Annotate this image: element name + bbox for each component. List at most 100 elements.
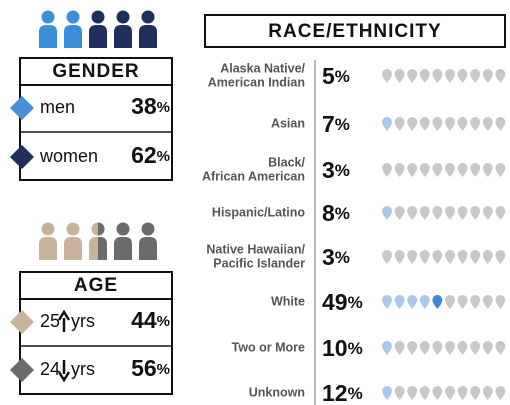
person-half [98,222,107,260]
drop-icon [382,250,392,264]
race-label: African American [202,169,305,183]
drop-icon [445,295,455,309]
drop-icon [495,341,506,355]
drop-icon [470,206,481,220]
drop-icon [482,69,493,83]
drop-icon [432,386,443,400]
percent-sign: % [157,313,170,330]
drop-icon [445,206,455,220]
drop-icon [495,250,506,264]
value: 10 [322,335,348,361]
drop-icon [419,295,430,309]
drop-icon [495,386,506,400]
drop-icon [470,295,481,309]
person-icon [89,10,107,48]
age-percent: 56% [131,355,170,381]
age-title: AGE [74,275,118,296]
drop-icon [457,250,468,264]
race-percent: 10% [322,335,363,361]
age-unit: yrs [71,359,95,379]
person-head [41,222,55,236]
drop-icon [382,69,392,83]
person-head [141,222,155,236]
value: 62 [131,142,157,168]
left-column: GENDER AGE [19,57,173,395]
percent-sign: % [157,148,170,165]
drop-icon [457,295,468,309]
person-icon [39,10,57,48]
drop-icon [394,250,405,264]
percent-sign: % [335,67,350,86]
drop-icon [470,69,481,83]
percent-sign: % [157,99,170,116]
drop-icon [394,206,405,220]
value: 38 [131,93,157,119]
person-body [64,237,82,260]
race-label: Two or More [232,340,305,354]
drop-icon [407,117,418,131]
drop-icon [419,341,430,355]
person-body [39,237,57,260]
drop-icon [394,295,405,309]
percent-sign: % [157,361,170,378]
person-head [66,10,80,24]
percent-sign: % [335,161,350,180]
drop-icon [394,341,405,355]
drop-icon [382,295,392,309]
drop-icon [432,341,443,355]
drop-icon [407,341,418,355]
arrow-icon [57,360,71,383]
drop-icon [432,206,443,220]
race-label: White [271,294,305,308]
drop-icon [407,206,418,220]
person-icon [64,222,82,260]
person-icon [139,10,157,48]
drop-icon [382,341,392,355]
gender-percent: 62% [131,142,170,168]
race-percent: 12% [322,380,363,405]
drop-icon [407,163,418,177]
drop-icon [432,295,443,309]
race-label: Native Hawaiian/ [206,242,305,256]
drop-icon [419,69,430,83]
race-title: RACE/ETHNICITY [268,21,441,42]
person-head [91,10,105,24]
drop-icon [419,117,430,131]
person-head [116,222,130,236]
drop-icon [482,117,493,131]
marker-diamond [10,310,34,334]
race-title-box [204,14,506,48]
percent-sign: % [335,248,350,267]
person-icon [114,10,132,48]
person-icon [64,10,82,48]
value: 44 [131,307,157,333]
race-label: Pacific Islander [213,256,305,270]
race-label: Black/ [268,155,305,169]
drop-icon [419,206,430,220]
drop-icon [445,341,455,355]
drop-icon [457,163,468,177]
marker-diamond [10,358,34,382]
drop-icon [407,386,418,400]
drop-icon [457,117,468,131]
drop-icon [445,163,455,177]
drop-icon [445,69,455,83]
value: 5 [322,63,335,89]
drop-icon [482,206,493,220]
drop-icon [432,250,443,264]
drop-icon [457,206,468,220]
marker-diamond [10,145,34,169]
race-label: Unknown [249,385,305,399]
value: 7 [322,111,335,137]
percent-sign: % [348,293,363,312]
drop-icon [495,295,506,309]
drop-icon [495,117,506,131]
value: 8 [322,200,335,226]
drop-icon [470,163,481,177]
drop-icon [432,69,443,83]
drop-icon [394,117,405,131]
gender-percent: 38% [131,93,170,119]
drop-icon [394,69,405,83]
